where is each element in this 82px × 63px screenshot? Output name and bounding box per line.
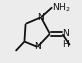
Text: H: H: [62, 40, 69, 49]
Text: N: N: [38, 13, 44, 22]
Text: NH$_2$: NH$_2$: [52, 2, 70, 14]
Text: N: N: [62, 29, 69, 38]
Text: N: N: [34, 42, 41, 51]
